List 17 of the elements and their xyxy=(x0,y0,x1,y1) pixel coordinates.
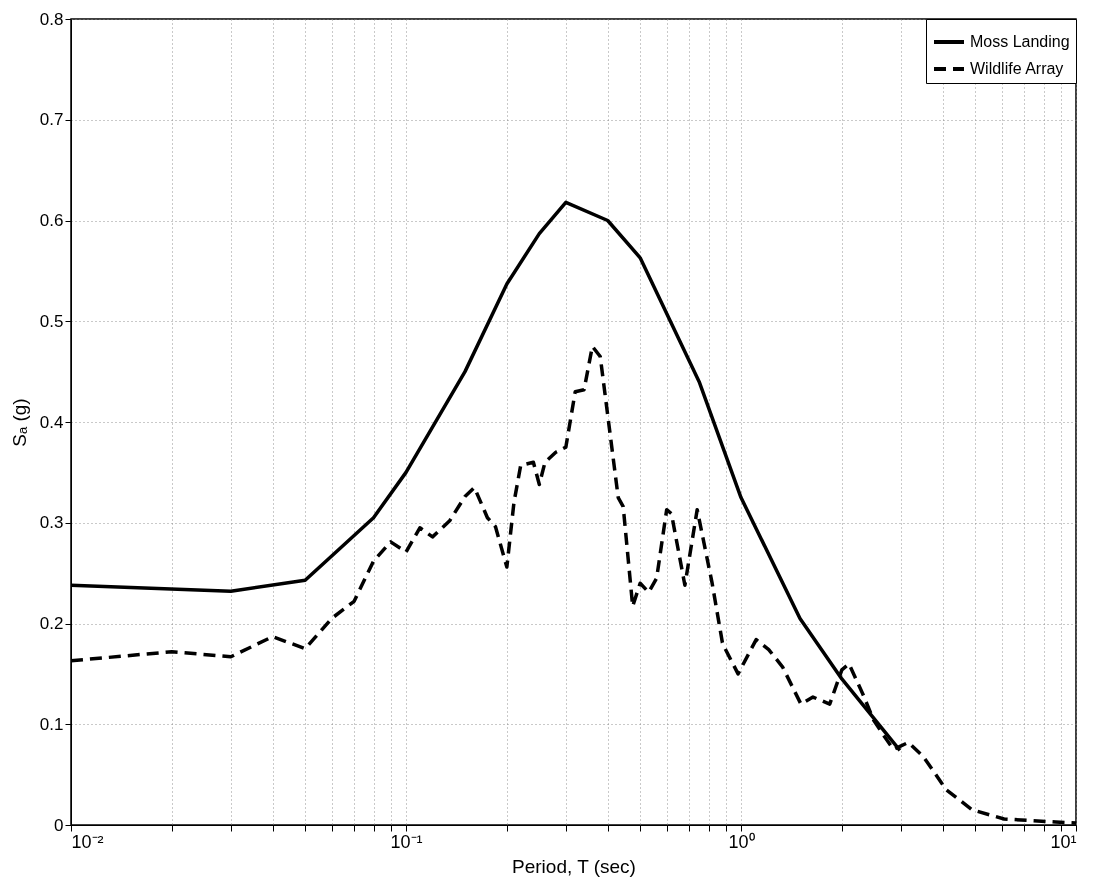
y-axis-title: Sₐ (g) xyxy=(8,398,30,447)
y-tick-label: 0.8 xyxy=(39,9,64,29)
y-tick-label: 0.1 xyxy=(39,714,64,734)
legend-label: Moss Landing xyxy=(970,33,1070,50)
legend-label: Wildlife Array xyxy=(970,60,1064,77)
y-tick-label: 0.4 xyxy=(39,412,64,432)
y-tick-label: 0 xyxy=(54,815,64,835)
x-tick-label: 10⁻² xyxy=(71,831,104,852)
y-tick-label: 0.3 xyxy=(39,513,64,533)
y-tick-label: 0.6 xyxy=(39,211,64,230)
x-tick-label: 10¹ xyxy=(1050,831,1077,852)
x-axis-title: Period, T (sec) xyxy=(512,855,636,877)
y-tick-label: 0.2 xyxy=(39,614,64,633)
x-tick-label: 10⁰ xyxy=(728,831,755,852)
x-tick-label: 10⁻¹ xyxy=(390,831,423,852)
y-tick-label: 0.7 xyxy=(39,110,64,130)
y-tick-label: 0.5 xyxy=(39,311,64,331)
